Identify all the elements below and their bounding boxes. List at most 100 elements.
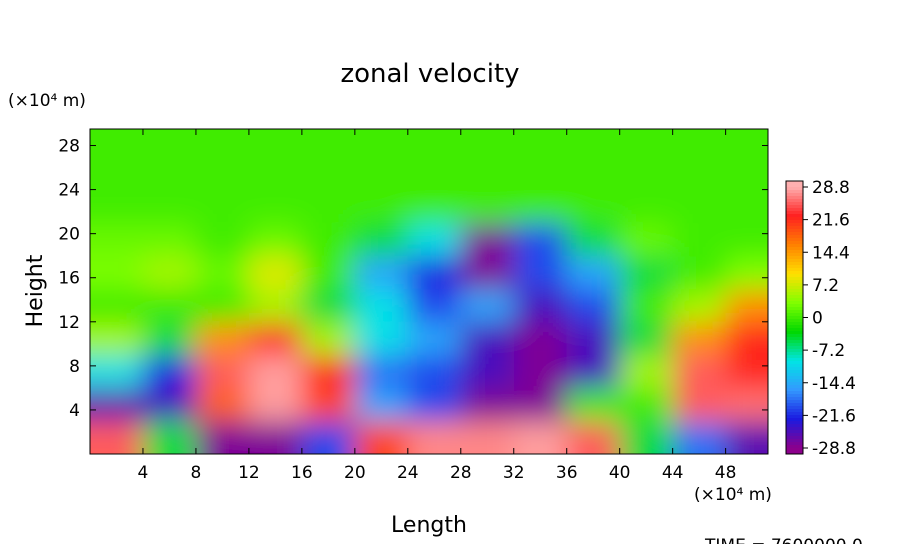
- heat-cell: [142, 321, 197, 356]
- colorbar-swatch: [786, 385, 803, 389]
- heat-cell: [301, 189, 356, 224]
- colorbar-swatch: [786, 187, 803, 191]
- colorbar-swatch: [786, 217, 803, 221]
- colorbar-tick-label: 14.4: [812, 243, 850, 263]
- colorbar-tick-label: -21.6: [812, 406, 856, 426]
- heat-cell: [513, 129, 568, 158]
- colorbar-swatch: [786, 208, 803, 212]
- heat-cell: [142, 288, 197, 323]
- heat-cell: [672, 222, 727, 257]
- heat-cell: [619, 222, 674, 257]
- heat-cell: [672, 354, 727, 389]
- heat-cell: [248, 321, 303, 356]
- y-tick-label: 24: [58, 181, 80, 201]
- y-axis-label: Height: [23, 254, 48, 327]
- heat-cell: [566, 321, 621, 356]
- colorbar-swatch: [786, 421, 803, 425]
- x-tick-label: 12: [238, 463, 260, 483]
- colorbar-swatch: [786, 433, 803, 437]
- colorbar-swatch: [786, 376, 803, 380]
- heat-cell: [725, 156, 768, 191]
- heat-cell: [460, 189, 515, 224]
- colorbar-swatch: [786, 328, 803, 332]
- colorbar-swatch: [786, 211, 803, 215]
- y-tick-label: 4: [69, 401, 80, 421]
- heat-cell: [513, 387, 568, 422]
- colorbar-tick-label: -28.8: [812, 439, 856, 459]
- colorbar-swatch: [786, 307, 803, 311]
- heat-cell: [566, 354, 621, 389]
- colorbar-swatch: [786, 250, 803, 254]
- colorbar-swatch: [786, 403, 803, 407]
- colorbar-swatch: [786, 310, 803, 314]
- colorbar-swatch: [786, 244, 803, 248]
- heat-cell: [90, 129, 144, 158]
- heat-cell: [301, 129, 356, 158]
- heat-cell: [195, 387, 250, 422]
- heat-cell: [672, 129, 727, 158]
- heat-cell: [90, 387, 144, 422]
- heat-cell: [90, 354, 144, 389]
- colorbar-swatch: [786, 304, 803, 308]
- colorbar-swatch: [786, 277, 803, 281]
- colorbar-swatch: [786, 400, 803, 404]
- heat-cell: [725, 288, 768, 323]
- colorbar-swatch: [786, 340, 803, 344]
- heat-cell: [407, 321, 462, 356]
- colorbar-swatch: [786, 355, 803, 359]
- heat-cell: [248, 189, 303, 224]
- heat-cell: [407, 129, 462, 158]
- colorbar-swatch: [786, 286, 803, 290]
- x-axis-label: Length: [391, 513, 467, 538]
- heat-cell: [460, 354, 515, 389]
- colorbar-swatch: [786, 346, 803, 350]
- colorbar-swatch: [786, 451, 803, 455]
- colorbar-swatch: [786, 220, 803, 224]
- chart-title: zonal velocity: [340, 59, 519, 89]
- field: [90, 129, 768, 454]
- heat-cell: [566, 387, 621, 422]
- colorbar-swatch: [786, 190, 803, 194]
- heat-cell: [460, 321, 515, 356]
- heat-cell: [513, 189, 568, 224]
- colorbar-tick-label: -14.4: [812, 374, 856, 394]
- heat-cell: [90, 189, 144, 224]
- colorbar-tick-label: -7.2: [812, 341, 845, 361]
- heat-cell: [672, 420, 727, 454]
- colorbar-tick-label: 0: [812, 309, 823, 329]
- colorbar-swatch: [786, 196, 803, 200]
- heat-cell: [407, 288, 462, 323]
- colorbar-swatch: [786, 274, 803, 278]
- heat-cell: [407, 387, 462, 422]
- heat-cell: [619, 129, 674, 158]
- colorbar-swatch: [786, 397, 803, 401]
- x-tick-label: 48: [715, 463, 737, 483]
- colorbar-swatch: [786, 193, 803, 197]
- colorbar-swatch: [786, 235, 803, 239]
- heat-cell: [195, 321, 250, 356]
- heat-cell: [301, 321, 356, 356]
- colorbar-swatch: [786, 283, 803, 287]
- heat-cell: [672, 189, 727, 224]
- colorbar-swatch: [786, 379, 803, 383]
- heat-cell: [354, 129, 409, 158]
- heat-cell: [301, 420, 356, 454]
- heat-cell: [248, 288, 303, 323]
- heat-cell: [566, 129, 621, 158]
- heat-cell: [195, 354, 250, 389]
- colorbar-swatch: [786, 406, 803, 410]
- heat-cell: [460, 387, 515, 422]
- heat-cell: [513, 156, 568, 191]
- heat-cell: [195, 156, 250, 191]
- colorbar-swatch: [786, 271, 803, 275]
- colorbar-swatch: [786, 439, 803, 443]
- colorbar-swatch: [786, 229, 803, 233]
- heat-cell: [672, 387, 727, 422]
- colorbar-swatch: [786, 364, 803, 368]
- heat-cell: [248, 255, 303, 290]
- heat-cell: [142, 420, 197, 454]
- colorbar-swatch: [786, 358, 803, 362]
- colorbar-swatch: [786, 448, 803, 452]
- heat-cell: [142, 255, 197, 290]
